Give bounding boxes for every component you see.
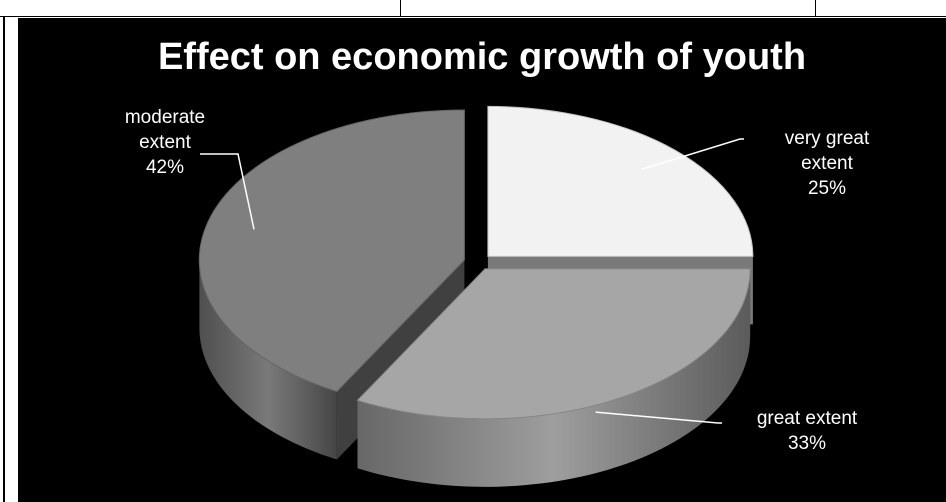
slice-edge-great-extent	[357, 268, 751, 487]
data-label-text: extent	[139, 132, 191, 153]
data-label-text: great extent	[756, 408, 858, 429]
data-label-text: moderate	[124, 107, 206, 128]
data-label-text: very great	[784, 128, 870, 149]
data-label-moderate-extent: moderate extent 42%	[80, 105, 250, 180]
slice-edge-moderate-extent	[199, 260, 337, 460]
data-label-text: extent	[801, 153, 853, 174]
chart-title: Effect on economic growth of youth	[157, 36, 807, 78]
frame-line	[815, 0, 816, 17]
slice-very-great-extent	[487, 105, 754, 257]
slice-great-extent	[356, 268, 751, 420]
data-label-value: 33%	[787, 433, 827, 454]
document-frame-left	[0, 17, 18, 502]
data-label-very-great-extent: very great extent 25%	[742, 126, 912, 201]
data-label-value: 25%	[807, 178, 847, 199]
frame-line	[400, 0, 401, 17]
leader-line-great-extent	[595, 411, 722, 424]
document-frame-top	[0, 0, 946, 18]
data-label-great-extent: great extent 33%	[722, 406, 892, 456]
leader-line-moderate-extent	[200, 153, 255, 230]
frame-line	[0, 16, 946, 17]
slice-moderate-extent	[198, 109, 465, 393]
data-label-value: 42%	[145, 157, 185, 178]
leader-line-very-great-extent	[641, 138, 744, 171]
frame-line	[3, 17, 5, 502]
